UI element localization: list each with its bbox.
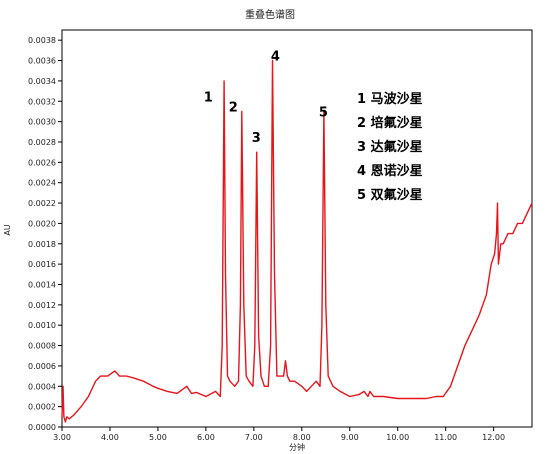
y-tick-label: 0.0028	[28, 138, 56, 147]
chromatogram-trace	[61, 59, 533, 423]
legend-entry: 1 马波沙星	[357, 91, 423, 107]
peak-labels: 1 2 3 4 5	[204, 50, 328, 146]
y-tick-label: 0.0002	[28, 403, 56, 412]
peak-label-5: 5	[319, 106, 328, 121]
y-tick-label: 0.0022	[28, 199, 56, 208]
y-tick-label: 0.0030	[28, 118, 56, 127]
y-tick-label: 0.0006	[28, 362, 56, 371]
plot-frame	[61, 29, 533, 428]
y-tick-label: 0.0012	[28, 301, 56, 310]
legend-entry: 2 培氟沙星	[357, 115, 423, 131]
x-tick-label: 8.00	[293, 433, 311, 442]
y-tick-label: 0.0034	[28, 77, 56, 86]
x-axis-label: 分钟	[289, 442, 305, 452]
legend-entry: 3 达氟沙星	[357, 139, 423, 155]
peak-label-4: 4	[271, 50, 280, 65]
x-tick-label: 5.00	[149, 433, 167, 442]
x-tick-label: 3.00	[53, 433, 71, 442]
x-tick-label: 11.00	[434, 433, 457, 442]
y-axis-ticks: 0.0000 0.0002 0.0004 0.0006 0.0008 0.0010 0.00…	[28, 36, 62, 432]
peak-label-2: 2	[229, 100, 238, 115]
x-tick-label: 10.00	[386, 433, 409, 442]
y-tick-label: 0.0010	[28, 321, 56, 330]
x-tick-label: 4.00	[101, 433, 119, 442]
x-tick-label: 7.00	[245, 433, 263, 442]
y-tick-label: 0.0036	[28, 57, 56, 66]
x-axis-ticks: 3.00 4.00 5.00 6.00 7.00 8.00 9.00 10.00 11.00 12…	[53, 427, 505, 442]
y-tick-label: 0.0014	[28, 280, 56, 289]
y-tick-label: 0.0032	[28, 97, 56, 106]
y-axis-label: AU	[3, 224, 12, 235]
legend-entry: 5 双氟沙星	[357, 187, 423, 203]
y-tick-label: 0.0020	[28, 219, 56, 228]
y-tick-label: 0.0018	[28, 240, 56, 249]
x-tick-label: 9.00	[341, 433, 359, 442]
y-tick-label: 0.0004	[28, 382, 56, 391]
y-tick-label: 0.0008	[28, 342, 56, 351]
compound-legend: 1 马波沙星 2 培氟沙星 3 达氟沙星 4 恩诺沙星 5 双氟沙星	[357, 91, 423, 203]
peak-label-1: 1	[204, 90, 213, 105]
y-tick-label: 0.0016	[28, 260, 56, 269]
y-tick-label: 0.0024	[28, 179, 56, 188]
x-tick-label: 6.00	[197, 433, 215, 442]
legend-entry: 4 恩诺沙星	[357, 163, 423, 179]
y-tick-label: 0.0000	[28, 423, 56, 432]
peak-label-3: 3	[252, 131, 261, 146]
chart-title: 重叠色谱图	[245, 8, 295, 21]
y-tick-label: 0.0026	[28, 158, 56, 167]
y-tick-label: 0.0038	[28, 36, 56, 45]
x-tick-label: 12.00	[482, 433, 505, 442]
